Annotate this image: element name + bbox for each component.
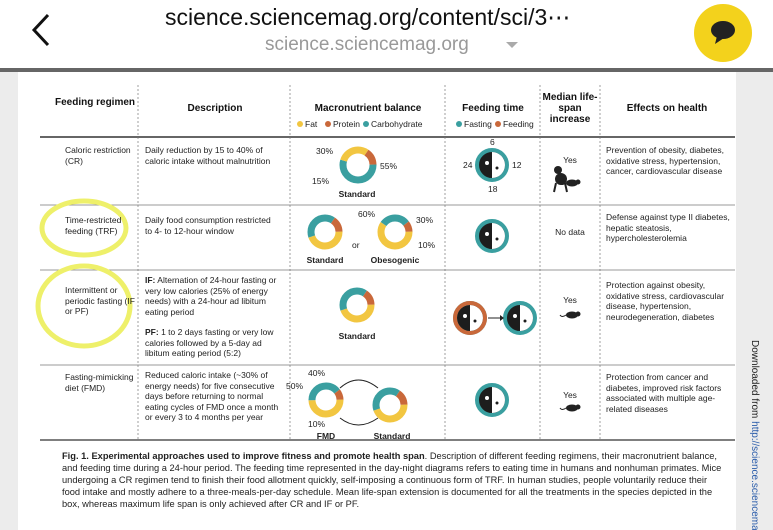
header: Effects on health [626,103,708,114]
regimen: Fasting-mimicking diet (FMD) [65,372,134,393]
lifespan: No data [555,227,585,237]
description: PF: 1 to 2 days fasting or very low calo… [145,327,285,359]
donut-label: 55% [380,161,398,171]
domain: science.sciencemag.org [265,34,469,55]
legend-label: Carbohydrate [371,119,423,129]
caption-text: . Description of different feeding regim… [62,451,722,509]
header: Feeding time [462,103,524,114]
divider [0,68,773,72]
clock-label: 6 [490,137,495,147]
clock-label: 24 [463,160,473,170]
effects: Protection against obesity, oxidative st… [606,280,725,322]
legend-label: Fat [305,119,318,129]
lifespan: Yes [563,390,577,400]
browser-bar [0,0,773,68]
description-text: 1 to 2 days fasting or very low calories… [145,327,274,358]
regimen: Intermittent or periodic fasting (IF or … [65,285,135,316]
donut-name: Obesogenic [370,255,420,265]
header: Description [187,103,243,114]
caption-title: Fig. 1. Experimental approaches used to … [62,451,425,461]
donut-name: FMD [316,431,336,441]
description: Reduced caloric intake (~30% of energy n… [145,370,279,422]
donut-name: Standard [338,189,376,199]
donut-name: Standard [373,431,411,441]
regimen: Caloric restriction (CR) [65,145,131,166]
effects: Prevention of obesity, diabetes, oxidati… [606,145,724,176]
regimen: Time-restricted feeding (TRF) [65,215,122,236]
back-button[interactable] [28,12,54,48]
description: Daily food consumption restricted to 4- … [145,215,271,236]
lifespan: Yes [563,155,577,165]
donut-label: 10% [418,240,436,250]
donut-label: 15% [312,176,330,186]
legend-label: Protein [333,119,360,129]
donut-label: 40% [308,368,326,378]
chat-button[interactable] [693,3,753,63]
clock-label: 12 [512,160,522,170]
clock-label: 18 [488,184,498,194]
effects: Protection from cancer and diabetes, imp… [606,372,722,414]
donut-label: 30% [316,146,334,156]
description-label: PF: [145,327,159,337]
description-label: IF: [145,275,156,285]
donut-label: 30% [416,215,434,225]
description: IF: Alternation of 24-hour fasting or ve… [145,275,285,317]
header: Feeding regimen [55,97,136,108]
lifespan: Yes [563,295,577,305]
header: Macronutrient balance [314,103,422,114]
header: Median life-span increase [542,92,598,125]
caption: Fig. 1. Experimental approaches used to … [62,450,727,510]
dropdown[interactable] [505,40,519,50]
donut-name: Standard [306,255,344,265]
url[interactable]: science.sciencemag.org/content/sci/3⋯ [165,4,571,30]
legend-label: Feeding [503,119,534,129]
legend-label: Fasting [464,119,492,129]
or-label: or [352,240,360,250]
effects: Defense against type II diabetes, hepati… [606,212,730,243]
donut-label: 50% [286,381,304,391]
donut-name: Standard [338,331,376,341]
description: Daily reduction by 15 to 40% of caloric … [145,145,271,166]
donut-label: 10% [308,419,326,429]
description-text: Alternation of 24-hour fasting or very l… [145,275,277,317]
donut-label: 60% [358,209,376,219]
